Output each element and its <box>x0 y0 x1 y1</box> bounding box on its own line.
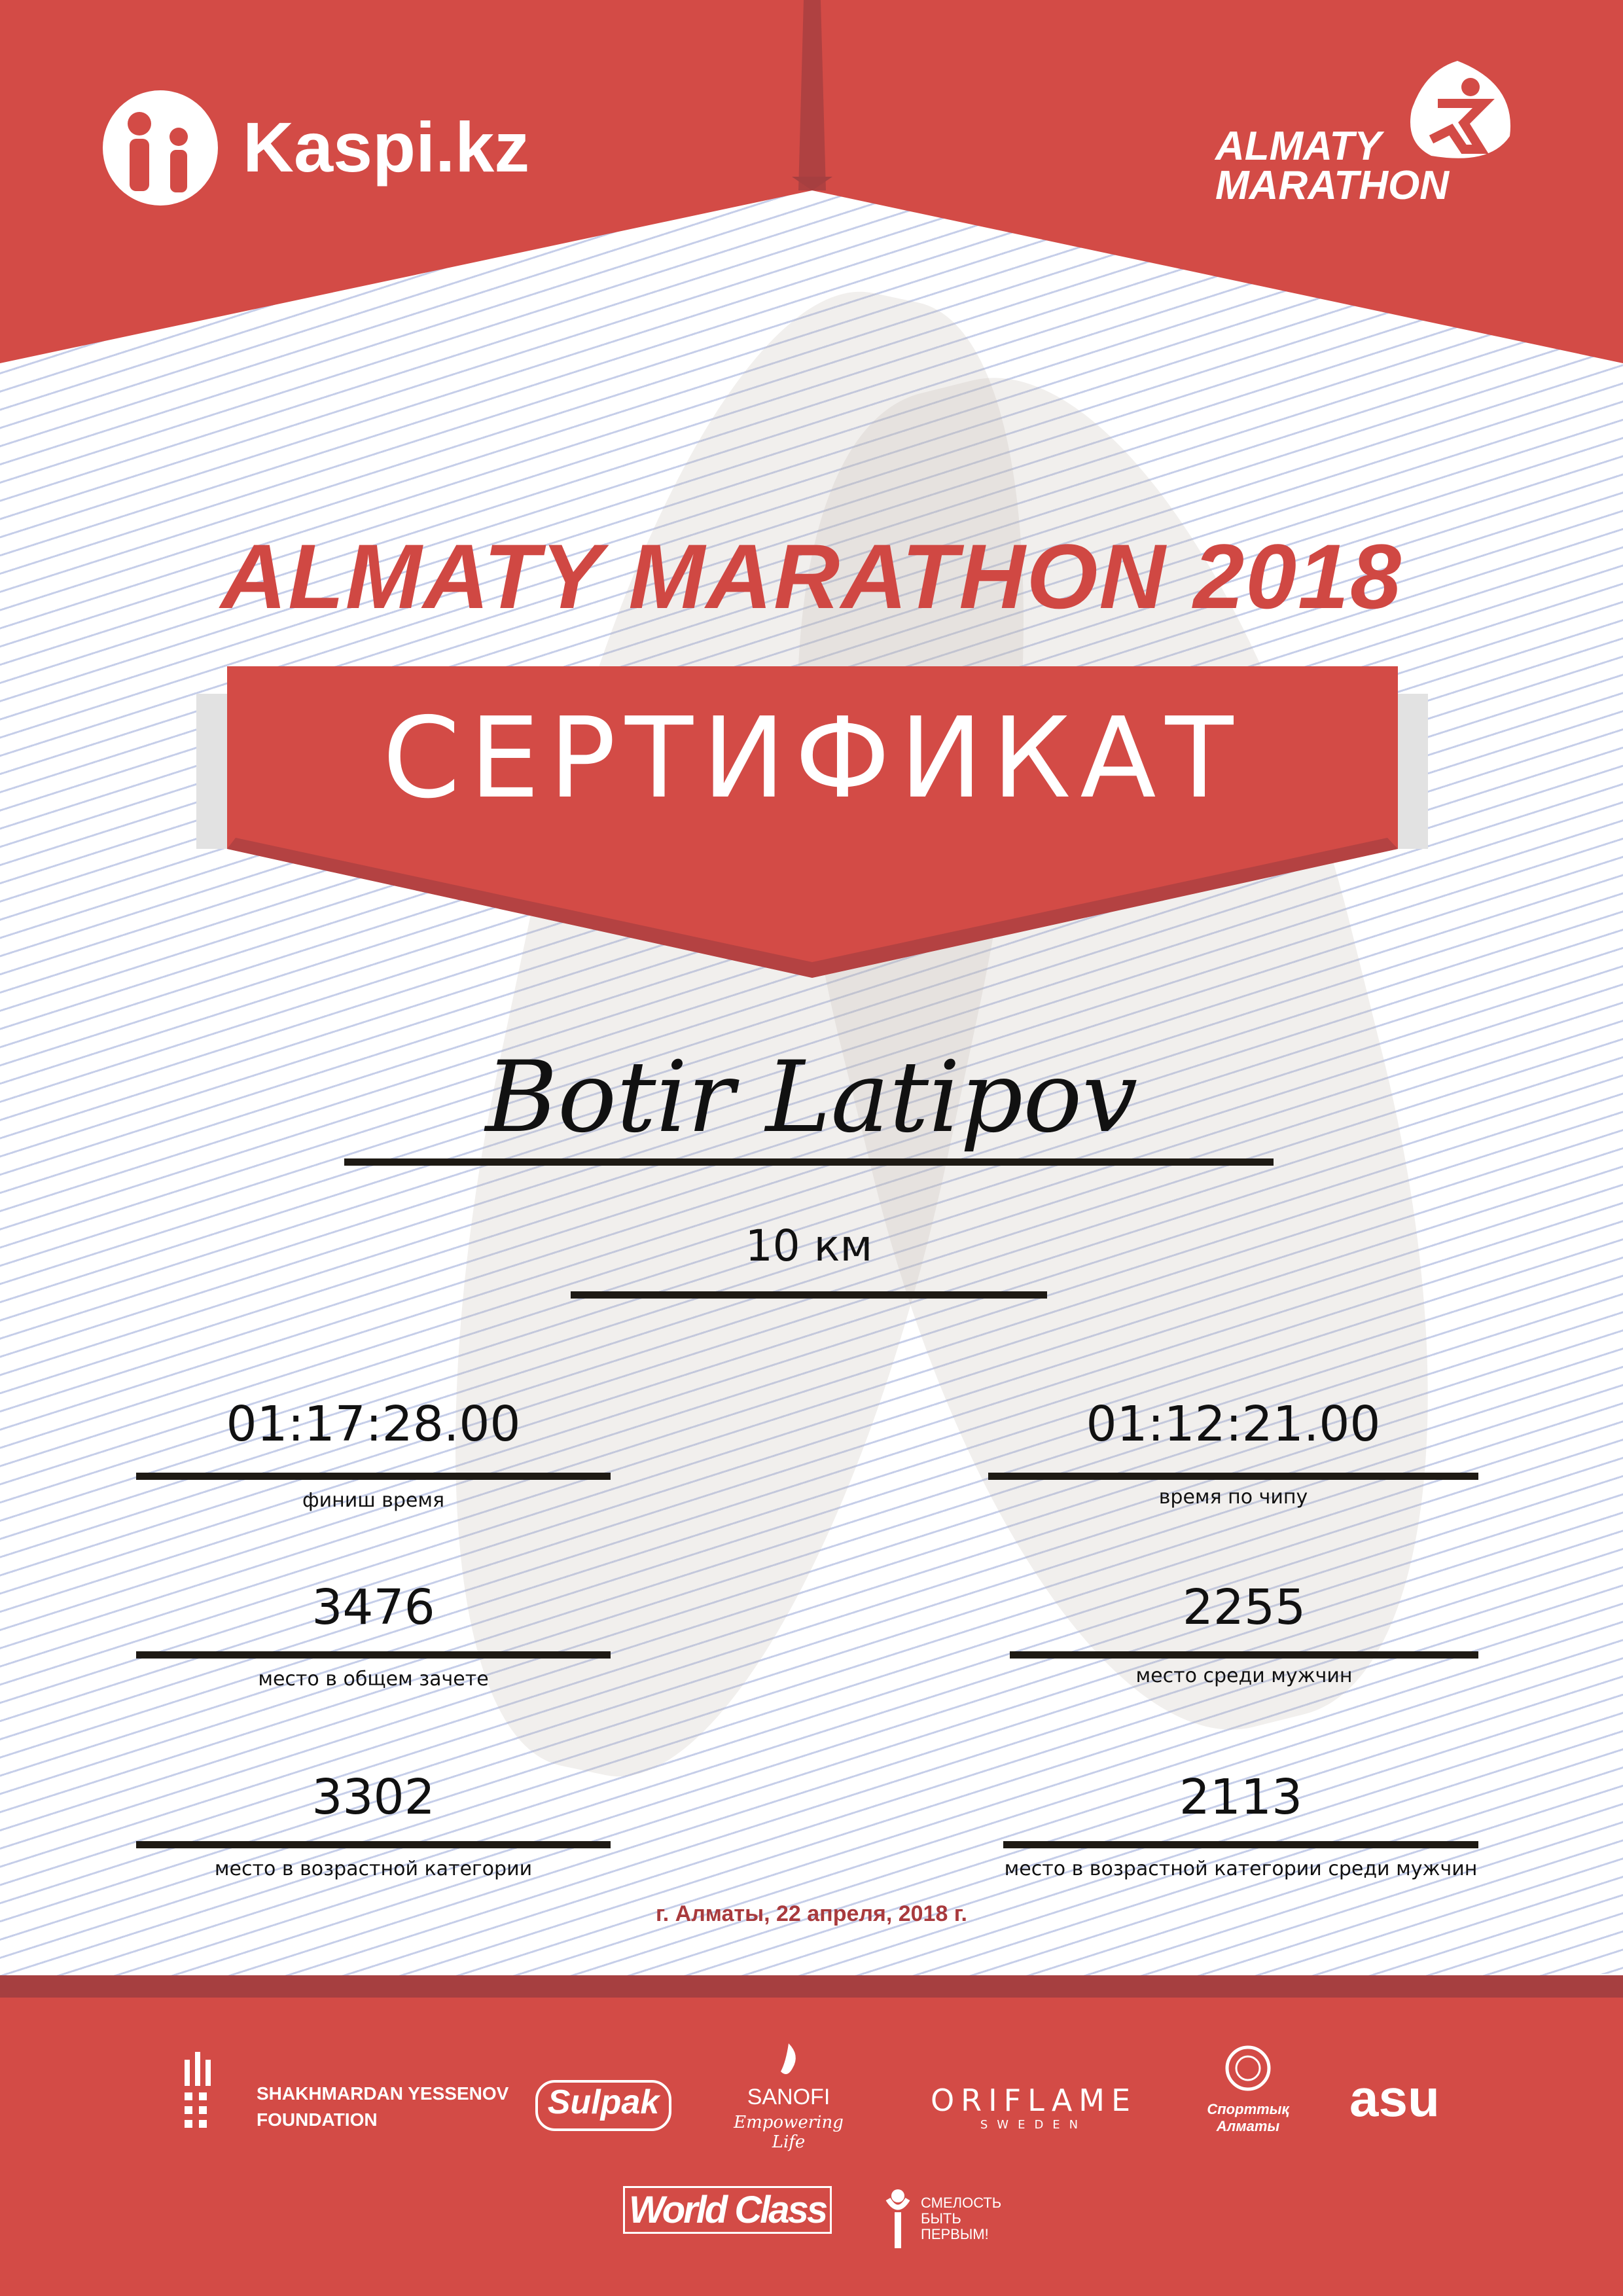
chip-time-value: 01:12:21.00 <box>1086 1396 1381 1452</box>
header-banner <box>0 0 1623 363</box>
oriflame-logo: ORIFLAME SWEDEN <box>930 2083 1137 2132</box>
male-place-underline <box>1010 1651 1478 1659</box>
kaspi-icon <box>103 90 218 206</box>
sport-almaty-icon <box>1225 2045 1271 2091</box>
chip-time-underline <box>988 1473 1478 1480</box>
event-title: ALMATY MARATHON 2018 <box>221 525 1402 628</box>
sanofi-logo: SANOFI Empowering Life <box>726 2042 851 2152</box>
date-location: г. Алматы, 22 апреля, 2018 г. <box>656 1901 967 1926</box>
male-place-label: место среди мужчин <box>1135 1664 1353 1687</box>
age-place-label: место в возрастной категории <box>214 1857 533 1880</box>
age-male-place-label: место в возрастной категории среди мужчи… <box>1004 1857 1478 1880</box>
sanofi-icon <box>781 2043 796 2074</box>
sulpak-logo: Sulpak <box>535 2080 671 2131</box>
sport-almaty-logo: Спорттық Алматы <box>1199 2039 1297 2135</box>
overall-place-underline <box>136 1651 611 1659</box>
finish-time-value: 01:17:28.00 <box>226 1396 521 1452</box>
age-place-underline <box>136 1841 611 1848</box>
chip-time-label: время по чипу <box>1158 1486 1308 1509</box>
fund-logo: СМЕЛОСТЬ БЫТЬ ПЕРВЫМ! <box>872 2176 1001 2251</box>
overall-place-label: место в общем зачете <box>258 1668 489 1691</box>
distance-underline <box>571 1291 1047 1299</box>
certificate-banner <box>196 666 1428 978</box>
fund-icon <box>885 2189 910 2248</box>
finish-time-underline <box>136 1473 611 1480</box>
overall-place-value: 3476 <box>312 1579 435 1636</box>
footer-sponsors <box>0 1998 1623 2296</box>
kaspi-logo: Kaspi.kz <box>97 88 529 206</box>
age-male-place-underline <box>1003 1841 1478 1848</box>
finish-time-label: финиш время <box>302 1489 445 1512</box>
participant-name: Botir Latipov <box>485 1041 1138 1155</box>
distance: 10 км <box>745 1221 873 1271</box>
footer-stripe <box>0 1975 1623 1999</box>
age-male-place-value: 2113 <box>1179 1769 1303 1825</box>
age-place-value: 3302 <box>312 1769 435 1825</box>
name-underline <box>344 1158 1274 1166</box>
almaty-marathon-logo: ALMATY MARATHON <box>1215 58 1529 215</box>
male-place-value: 2255 <box>1182 1579 1306 1636</box>
certificate-heading: СЕРТИФИКАТ <box>382 694 1243 823</box>
yessenov-icon <box>185 2052 211 2128</box>
asu-logo: asu <box>1349 2069 1440 2127</box>
runner-logo-icon <box>1410 61 1510 158</box>
world-class-logo: World Class <box>623 2186 832 2234</box>
